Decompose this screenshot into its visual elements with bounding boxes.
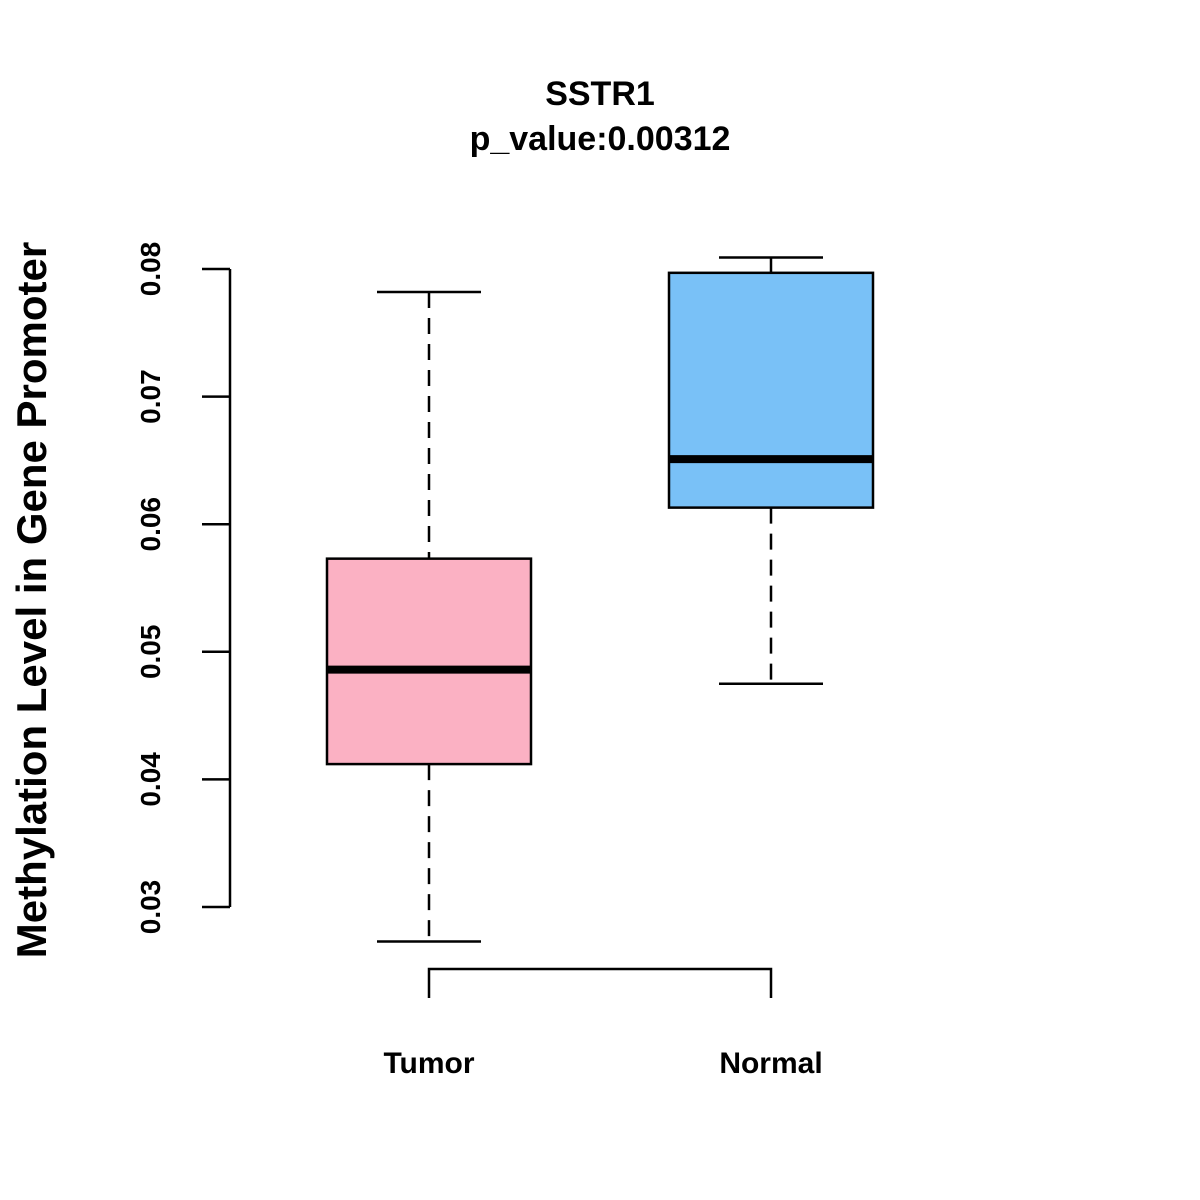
x-category-labels: Tumor Normal: [383, 1047, 822, 1080]
box-normal: [667, 256, 875, 685]
bracket-line: [427, 967, 773, 998]
chart-subtitle: p_value:0.00312: [470, 120, 731, 158]
x-category-label-tumor: Tumor: [383, 1047, 474, 1080]
y-tick-label: 0.05: [135, 625, 166, 680]
boxes: [325, 256, 875, 943]
box-tumor: [325, 290, 533, 943]
y-tick-label: 0.06: [135, 497, 166, 552]
iqr-box: [325, 557, 533, 766]
comparison-bracket: [427, 967, 773, 998]
chart-title: SSTR1: [545, 75, 655, 113]
y-tick-label: 0.08: [135, 242, 166, 297]
iqr-box: [667, 271, 875, 509]
y-tick-label: 0.04: [135, 752, 166, 807]
y-tick-label: 0.07: [135, 369, 166, 424]
y-axis-label: Methylation Level in Gene Promoter: [8, 242, 55, 958]
x-category-label-normal: Normal: [719, 1047, 822, 1080]
y-tick-label: 0.03: [135, 880, 166, 935]
y-axis: 0.03 0.04 0.05 0.06 0.07 0.08: [135, 242, 232, 935]
